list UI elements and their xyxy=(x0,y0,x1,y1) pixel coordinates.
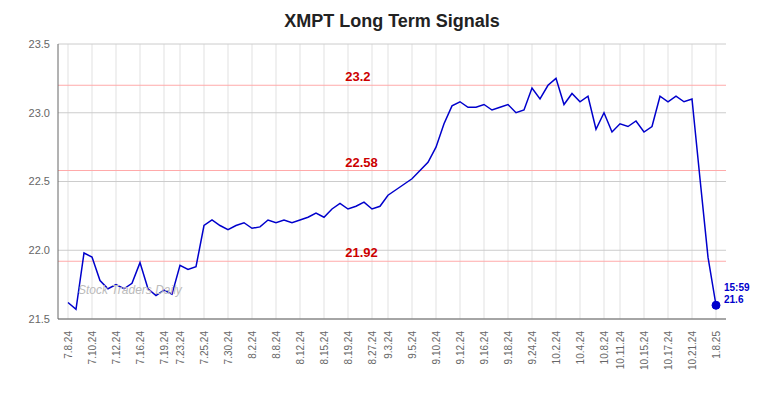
svg-text:9.24.24: 9.24.24 xyxy=(527,331,538,365)
svg-text:8.8.24: 8.8.24 xyxy=(271,331,282,359)
svg-text:8.19.24: 8.19.24 xyxy=(343,331,354,365)
svg-text:7.12.24: 7.12.24 xyxy=(111,331,122,365)
svg-text:7.10.24: 7.10.24 xyxy=(87,331,98,365)
svg-text:23.0: 23.0 xyxy=(29,107,50,119)
svg-text:21.5: 21.5 xyxy=(29,313,50,325)
svg-text:7.25.24: 7.25.24 xyxy=(199,331,210,365)
svg-text:15:5921.6: 15:5921.6 xyxy=(724,282,750,305)
svg-text:8.15.24: 8.15.24 xyxy=(319,331,330,365)
svg-text:22.58: 22.58 xyxy=(345,155,378,170)
svg-text:23.5: 23.5 xyxy=(29,38,50,50)
svg-text:10.15.24: 10.15.24 xyxy=(639,331,650,370)
svg-text:1.8.25: 1.8.25 xyxy=(711,331,722,359)
html-text:XMPT Long Term Signals: XMPT Long Term Signals xyxy=(284,11,500,31)
svg-text:8.2.24: 8.2.24 xyxy=(247,331,258,359)
svg-text:10.11.24: 10.11.24 xyxy=(615,331,626,370)
svg-text:9.12.24: 9.12.24 xyxy=(455,331,466,365)
svg-text:9.5.24: 9.5.24 xyxy=(407,331,418,359)
svg-text:22.0: 22.0 xyxy=(29,244,50,256)
svg-text:7.23.24: 7.23.24 xyxy=(175,331,186,365)
svg-text:9.3.24: 9.3.24 xyxy=(383,331,394,359)
svg-text:10.17.24: 10.17.24 xyxy=(663,331,674,370)
svg-text:10.2.24: 10.2.24 xyxy=(551,331,562,365)
svg-text:8.27.24: 8.27.24 xyxy=(367,331,378,365)
svg-text:23.2: 23.2 xyxy=(345,69,370,84)
svg-text:10.4.24: 10.4.24 xyxy=(575,331,586,365)
svg-text:10.8.24: 10.8.24 xyxy=(599,331,610,365)
svg-text:21.92: 21.92 xyxy=(345,245,378,260)
svg-text:9.16.24: 9.16.24 xyxy=(479,331,490,365)
svg-text:8.12.24: 8.12.24 xyxy=(295,331,306,365)
svg-text:7.30.24: 7.30.24 xyxy=(223,331,234,365)
svg-text:22.5: 22.5 xyxy=(29,175,50,187)
svg-text:9.10.24: 9.10.24 xyxy=(431,331,442,365)
svg-text:7.16.24: 7.16.24 xyxy=(135,331,146,365)
svg-text:10.21.24: 10.21.24 xyxy=(687,331,698,370)
svg-text:7.19.24: 7.19.24 xyxy=(159,331,170,365)
html-text:Stock Traders Daily: Stock Traders Daily xyxy=(78,283,182,297)
svg-text:9.18.24: 9.18.24 xyxy=(503,331,514,365)
svg-text:7.8.24: 7.8.24 xyxy=(63,331,74,359)
